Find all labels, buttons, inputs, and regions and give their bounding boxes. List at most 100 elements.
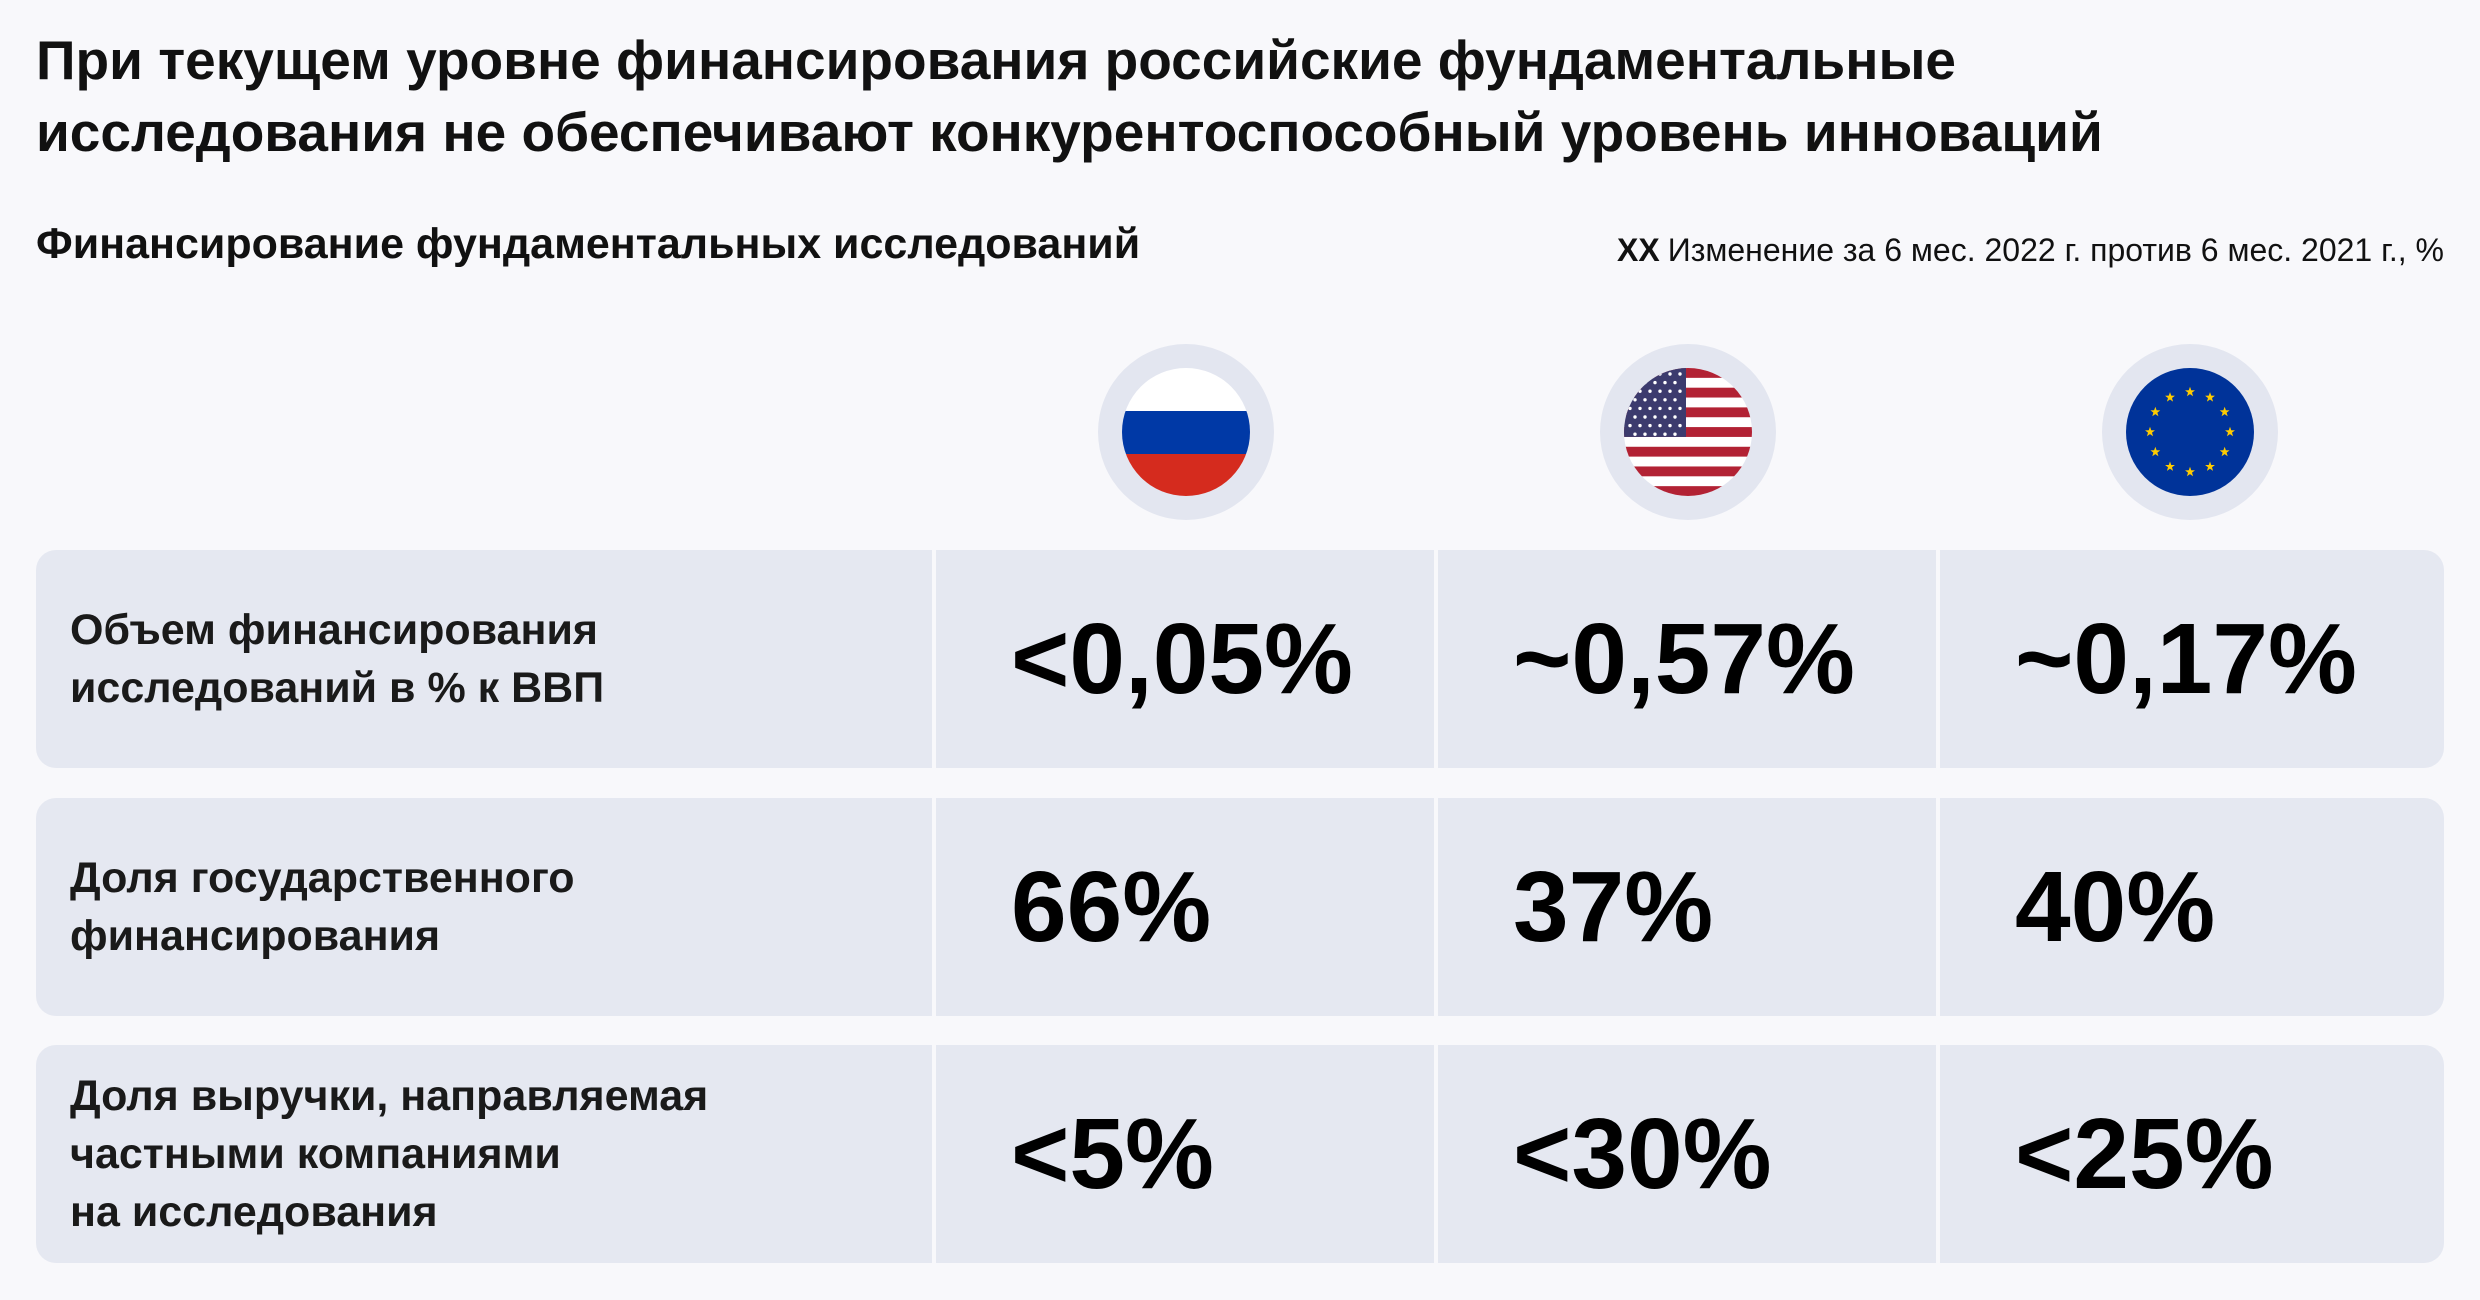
eu-flag-star <box>2185 386 2195 397</box>
usa-flag-star <box>1678 441 1682 445</box>
usa-flag-star <box>1668 406 1672 411</box>
usa-flag-star <box>1633 380 1637 385</box>
usa-flag-star <box>1653 398 1657 402</box>
usa-flag-star <box>1628 441 1632 445</box>
value-russia: <0,05% <box>1011 603 1353 715</box>
usa-flag-star <box>1633 432 1637 436</box>
usa-flag-stripe <box>1624 407 1752 418</box>
usa-flag-star <box>1668 389 1672 393</box>
row-label: Доля выручки, направляемая частными комп… <box>70 1067 708 1241</box>
usa-flag-stripe <box>1624 387 1752 398</box>
eu-flag-star <box>2219 446 2230 457</box>
usa-flag-star <box>1678 389 1682 393</box>
usa-flag-stripe <box>1624 368 1752 378</box>
value-cell-usa: <30% <box>1438 1045 1936 1263</box>
usa-flag-star <box>1643 398 1647 402</box>
row-label-line: на исследования <box>70 1188 438 1236</box>
usa-flag-star <box>1638 372 1642 376</box>
usa-flag-star <box>1628 423 1632 428</box>
value-usa: <30% <box>1513 1098 1772 1210</box>
usa-flag-star <box>1638 441 1642 445</box>
usa-flag-star <box>1653 415 1657 419</box>
eu-flag-star <box>2165 392 2175 402</box>
value-russia: 66% <box>1011 851 1212 963</box>
row-label-line: финансирования <box>70 912 441 960</box>
usa-flag-star <box>1648 372 1652 376</box>
row-label: Объем финансирования исследований в % к … <box>70 601 604 717</box>
eu-flag-star <box>2145 426 2155 437</box>
usa-flag-star <box>1673 398 1677 402</box>
usa-flag-star <box>1663 380 1667 385</box>
usa-flag-star <box>1673 432 1677 436</box>
row-label-cell: Доля государственного финансирования <box>36 798 932 1016</box>
row-label-line: Доля выручки, направляемая <box>70 1072 709 1120</box>
eu-flag-star <box>2150 446 2161 457</box>
usa-flag-stripe <box>1624 427 1752 437</box>
usa-flag-star <box>1678 423 1682 428</box>
eu-flag-star <box>2219 406 2230 417</box>
usa-flag-stripe <box>1624 466 1752 477</box>
usa-flag-star <box>1668 372 1672 376</box>
table-row: Объем финансирования исследований в % к … <box>36 550 2444 768</box>
page-title: При текущем уровне финансирования россий… <box>36 24 2416 168</box>
legend-text: Изменение за 6 мес. 2022 г. против 6 мес… <box>1667 232 2444 268</box>
usa-flag-star <box>1648 406 1652 411</box>
row-label-line: исследований в % к ВВП <box>70 664 605 712</box>
usa-flag-star <box>1628 389 1632 393</box>
usa-flag-star <box>1663 432 1667 436</box>
eu-flag-star <box>2185 466 2195 477</box>
usa-flag-canton <box>1624 368 1686 437</box>
value-cell-russia: <5% <box>936 1045 1434 1263</box>
usa-flag-star <box>1658 389 1662 393</box>
eu-flag-star <box>2165 461 2175 471</box>
usa-flag-star <box>1638 389 1642 393</box>
usa-flag-star <box>1658 441 1662 445</box>
usa-flag-star <box>1648 423 1652 428</box>
usa-flag-stripe <box>1624 446 1752 457</box>
value-cell-eu: 40% <box>1940 798 2444 1016</box>
usa-flag-star <box>1643 432 1647 436</box>
legend: XX Изменение за 6 мес. 2022 г. против 6 м… <box>1617 228 2444 272</box>
eu-flag-graphic <box>2126 368 2254 496</box>
usa-flag-star <box>1663 415 1667 419</box>
row-label-cell: Объем финансирования исследований в % к … <box>36 550 932 768</box>
usa-flag-star <box>1668 423 1672 428</box>
value-cell-russia: <0,05% <box>936 550 1434 768</box>
eu-flag-star <box>2150 406 2161 417</box>
value-cell-usa: ~0,57% <box>1438 550 1936 768</box>
usa-flag-star <box>1628 406 1632 411</box>
usa-flag-star <box>1653 380 1657 385</box>
row-label-cell: Доля выручки, направляемая частными комп… <box>36 1045 932 1263</box>
usa-flag-star <box>1633 398 1637 402</box>
usa-flag-star <box>1628 372 1632 376</box>
usa-flag-star <box>1678 406 1682 411</box>
usa-flag-star <box>1673 415 1677 419</box>
usa-flag-star <box>1648 441 1652 445</box>
value-cell-russia: 66% <box>936 798 1434 1016</box>
table-row: Доля выручки, направляемая частными комп… <box>36 1045 2444 1263</box>
row-label-line: Объем финансирования <box>70 606 598 654</box>
value-usa: 37% <box>1513 851 1714 963</box>
usa-flag-star <box>1673 380 1677 385</box>
russia-flag-graphic <box>1122 368 1250 496</box>
value-eu: 40% <box>2015 851 2216 963</box>
usa-flag-icon <box>1600 344 1776 520</box>
value-cell-eu: <25% <box>1940 1045 2444 1263</box>
usa-flag-star <box>1663 398 1667 402</box>
usa-flag-star <box>1658 406 1662 411</box>
section-subtitle: Финансирование фундаментальных исследова… <box>36 220 1141 268</box>
usa-flag-star <box>1633 415 1637 419</box>
value-cell-usa: 37% <box>1438 798 1936 1016</box>
eu-flag-star <box>2225 426 2235 437</box>
russia-flag-icon <box>1098 344 1274 520</box>
usa-flag-star <box>1668 441 1672 445</box>
usa-flag-star <box>1653 432 1657 436</box>
usa-flag-stripe <box>1624 486 1752 496</box>
row-label: Доля государственного финансирования <box>70 849 575 965</box>
row-label-line: частными компаниями <box>70 1130 561 1178</box>
usa-flag-star <box>1678 372 1682 376</box>
usa-flag-star <box>1658 372 1662 376</box>
table-row: Доля государственного финансирования 66%… <box>36 798 2444 1016</box>
legend-marker: XX <box>1617 232 1660 268</box>
title-line-1: При текущем уровне финансирования россий… <box>36 29 1957 91</box>
